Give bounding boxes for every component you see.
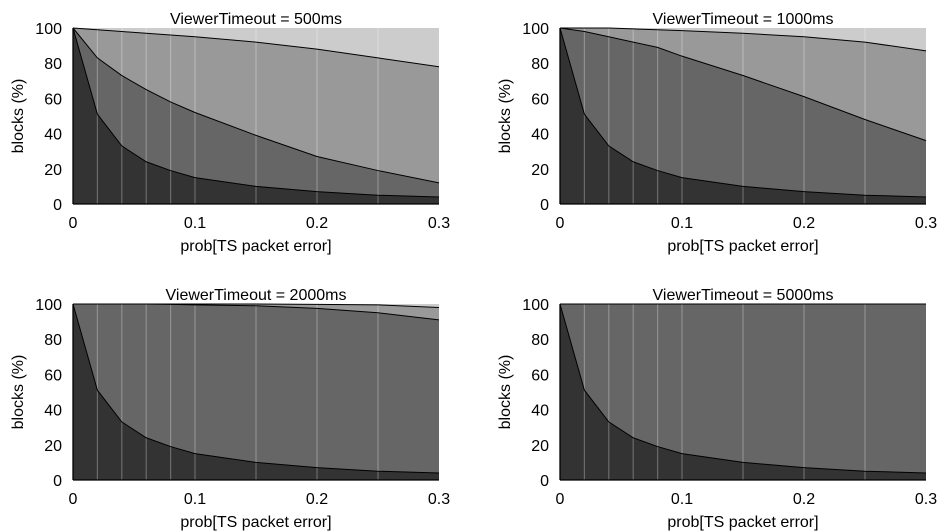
y-tick-label: 40 [44, 403, 62, 420]
x-tick-label: 0 [556, 491, 565, 508]
y-tick-label: 0 [540, 197, 549, 214]
x-axis-label: prob[TS packet error] [180, 514, 331, 531]
y-tick-label: 80 [44, 56, 62, 73]
x-tick-label: 0.2 [793, 491, 815, 508]
x-axis-label: prob[TS packet error] [667, 238, 818, 255]
x-tick-label: 0.3 [915, 215, 937, 232]
x-axis-label: prob[TS packet error] [180, 238, 331, 255]
area-band-1 [73, 28, 439, 204]
chart-panel-2: 0 20 40 60 80 100 0 0.1 0.2 0.3 prob[TS packet err… [497, 11, 937, 255]
area-band-3 [73, 28, 439, 183]
x-tick-label: 0.3 [428, 491, 450, 508]
y-tick-label: 80 [44, 332, 62, 349]
y-tick-label: 60 [531, 91, 549, 108]
y-axis-label: blocks (%) [10, 79, 27, 154]
x-tick-label: 0.3 [428, 215, 450, 232]
area-band-1 [560, 304, 926, 480]
series-line-1 [559, 27, 927, 198]
chart-title: ViewerTimeout = 500ms [170, 11, 342, 28]
x-tick-label: 0.1 [671, 491, 693, 508]
series-line-1 [559, 303, 927, 474]
area-band-3 [560, 28, 926, 141]
area-band-4 [73, 304, 439, 308]
area-band-4 [73, 28, 439, 67]
area-band-2 [560, 304, 926, 473]
series-line-1 [72, 27, 440, 198]
y-tick-label: 100 [522, 297, 549, 314]
area-band-2 [560, 28, 926, 197]
y-tick-label: 80 [531, 56, 549, 73]
y-tick-label: 20 [531, 162, 549, 179]
x-tick-label: 0.1 [671, 215, 693, 232]
y-tick-label: 60 [44, 91, 62, 108]
x-tick-label: 0.3 [915, 491, 937, 508]
y-tick-label: 100 [35, 297, 62, 314]
y-tick-label: 0 [540, 473, 549, 490]
y-tick-label: 100 [35, 21, 62, 38]
y-tick-label: 40 [44, 127, 62, 144]
x-tick-label: 0.2 [306, 491, 328, 508]
area-band-1 [73, 304, 439, 480]
area-band-4 [560, 28, 926, 51]
y-tick-label: 20 [44, 438, 62, 455]
y-tick-label: 60 [531, 367, 549, 384]
x-tick-label: 0 [69, 491, 78, 508]
area-band-1 [560, 28, 926, 204]
y-axis-label: blocks (%) [497, 79, 514, 154]
y-tick-label: 0 [53, 473, 62, 490]
y-tick-label: 80 [531, 332, 549, 349]
series-line-1 [72, 303, 440, 474]
y-tick-label: 40 [531, 403, 549, 420]
y-tick-label: 20 [44, 162, 62, 179]
x-tick-label: 0.1 [184, 491, 206, 508]
x-tick-label: 0 [69, 215, 78, 232]
chart-title: ViewerTimeout = 1000ms [653, 11, 834, 28]
y-axis-label: blocks (%) [497, 355, 514, 430]
x-tick-label: 0.2 [306, 215, 328, 232]
y-tick-label: 100 [522, 21, 549, 38]
area-band-3 [73, 304, 439, 320]
y-tick-label: 40 [531, 127, 549, 144]
y-tick-label: 60 [44, 367, 62, 384]
x-tick-label: 0 [556, 215, 565, 232]
x-tick-label: 0.2 [793, 215, 815, 232]
chart-panel-4: 0 20 40 60 80 100 0 0.1 0.2 0.3 prob[TS packet err… [497, 287, 937, 531]
series-line-2 [559, 27, 927, 142]
y-tick-label: 20 [531, 438, 549, 455]
series-line-2 [72, 27, 440, 184]
chart-panel-3: 0 20 40 60 80 100 0 0.1 0.2 0.3 prob[TS packet err… [10, 287, 450, 531]
x-tick-label: 0.1 [184, 215, 206, 232]
area-band-2 [73, 28, 439, 197]
y-tick-label: 0 [53, 197, 62, 214]
series-line-3 [73, 303, 440, 309]
y-axis-label: blocks (%) [10, 355, 27, 430]
chart-title: ViewerTimeout = 2000ms [166, 287, 347, 304]
chart-panel-1: 0 20 40 60 80 100 0 0.1 0.2 0.3 prob[TS packet err… [10, 11, 450, 255]
series-line-3 [72, 27, 440, 68]
chart-title: ViewerTimeout = 5000ms [653, 287, 834, 304]
area-band-2 [73, 304, 439, 473]
series-line-3 [560, 27, 927, 52]
x-axis-label: prob[TS packet error] [667, 514, 818, 531]
